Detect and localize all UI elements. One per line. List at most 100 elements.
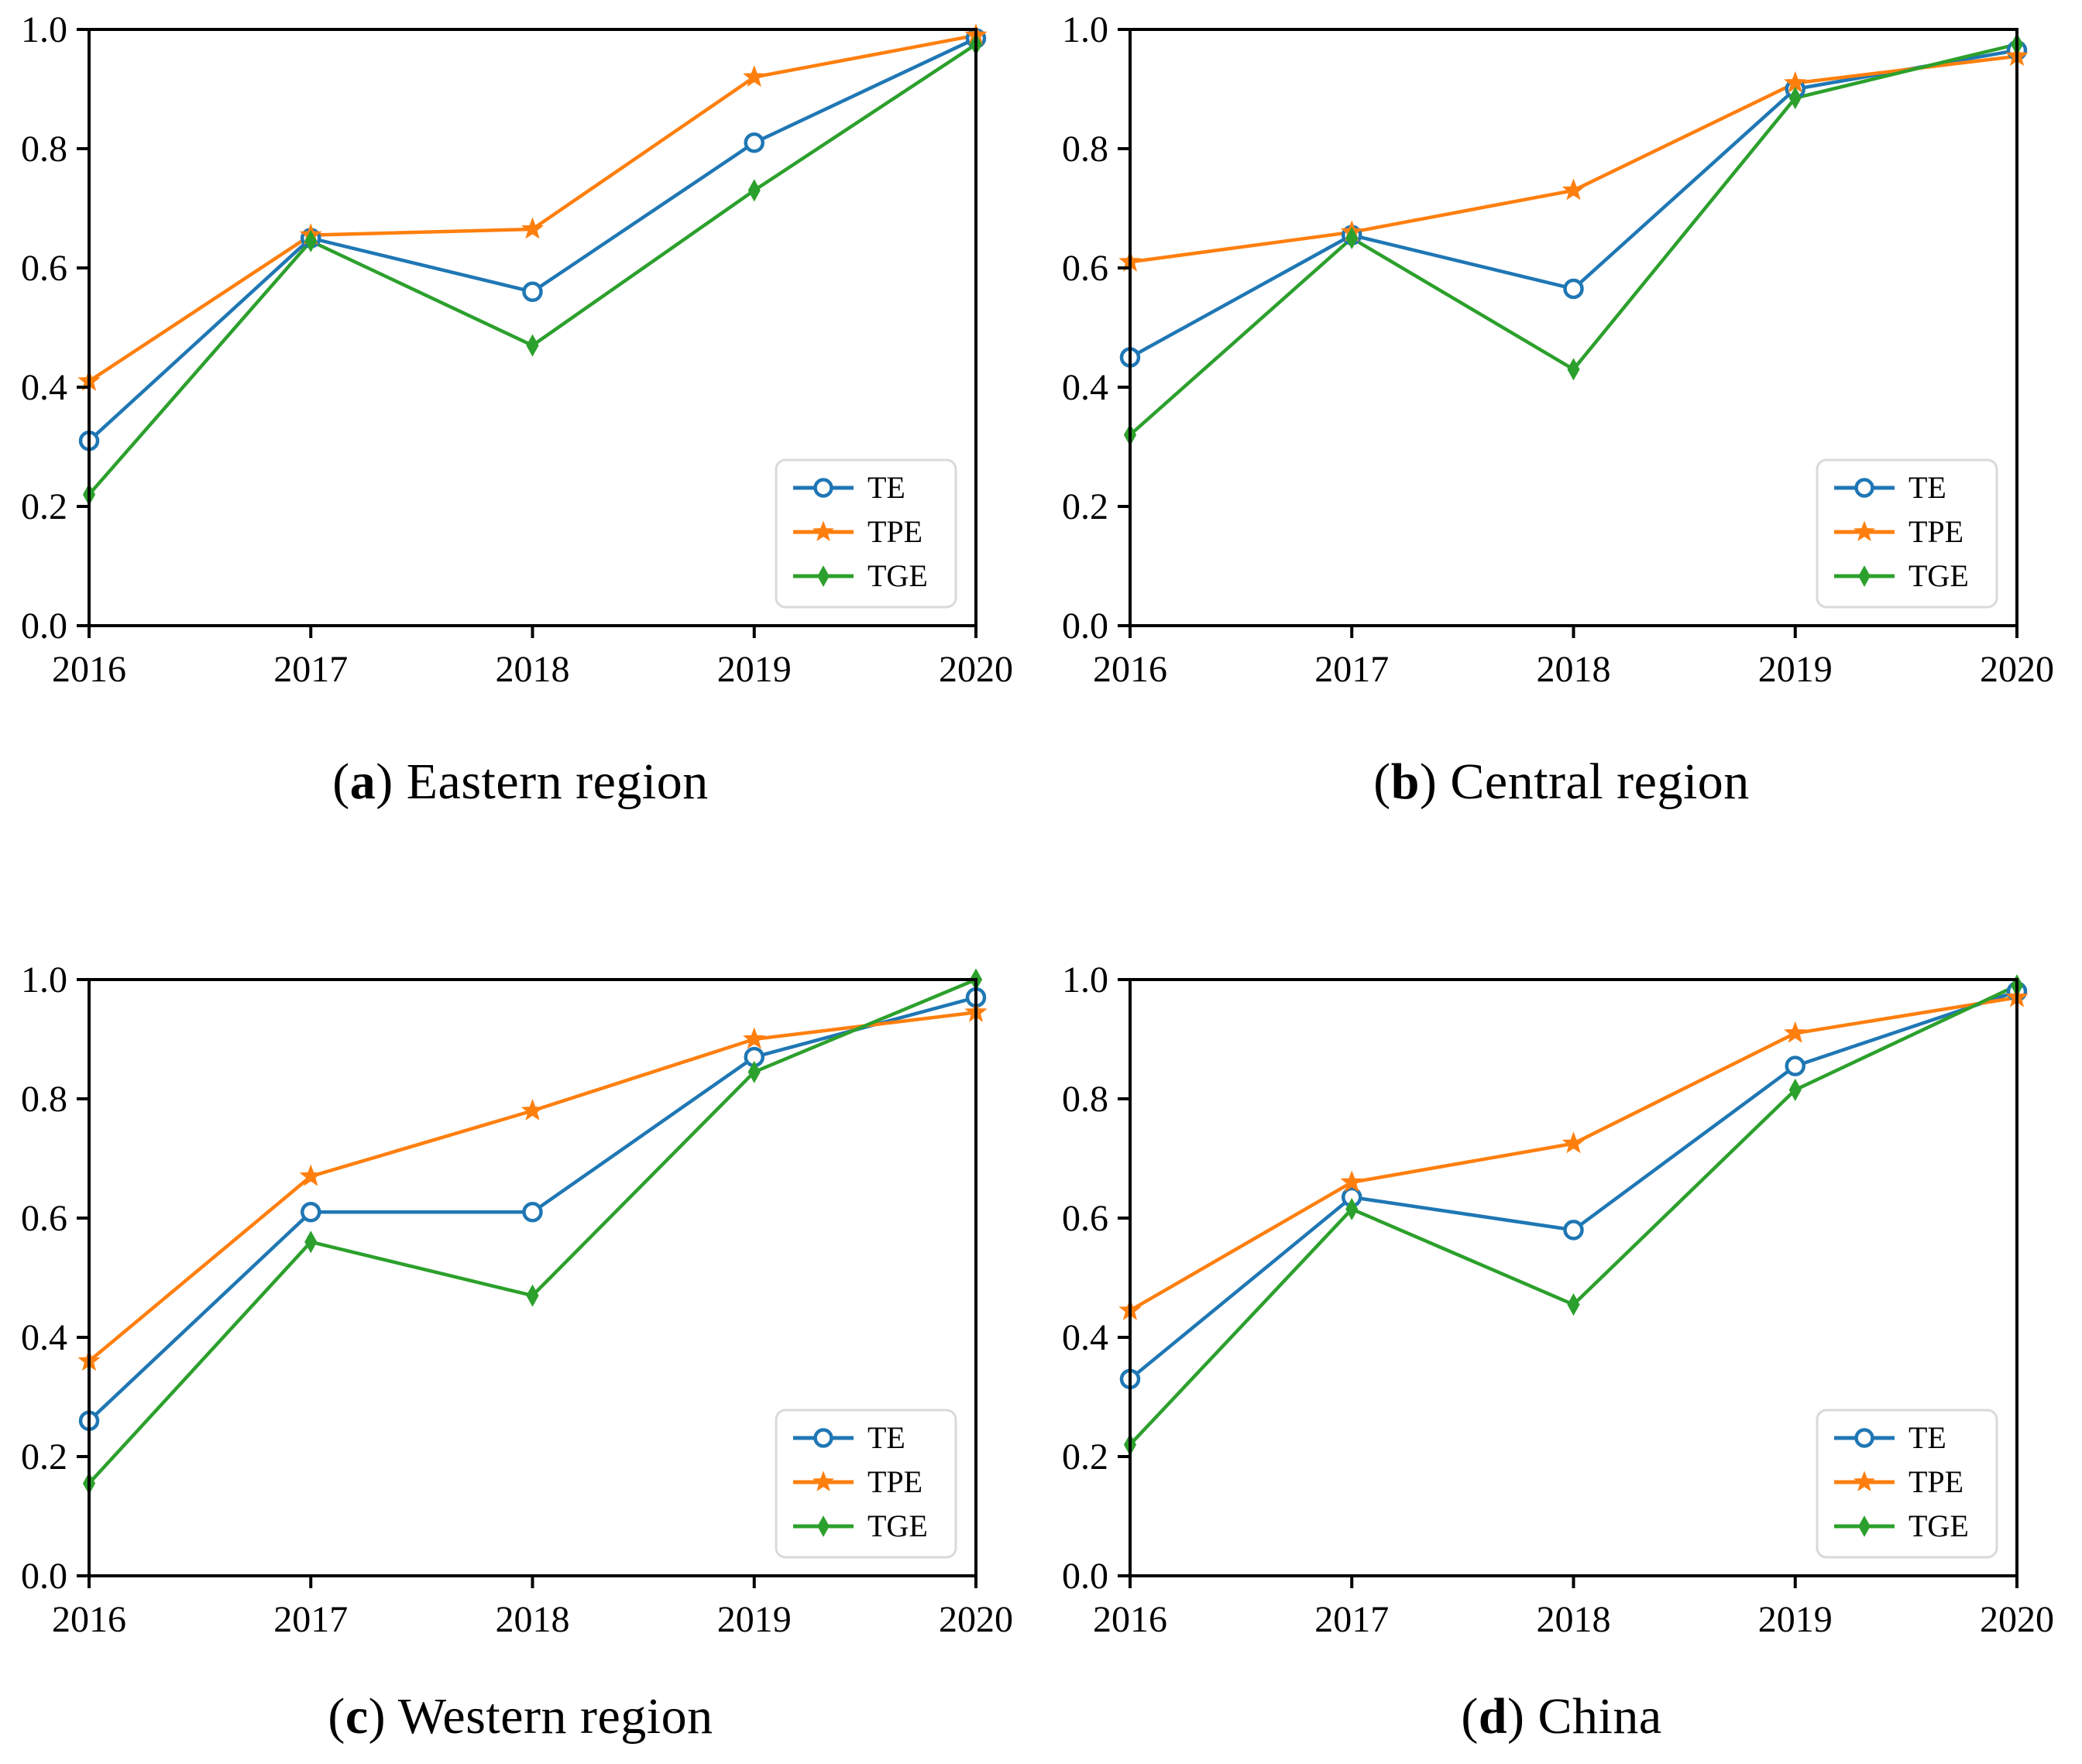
marker-star: [743, 1027, 766, 1049]
marker-star: [1853, 1471, 1876, 1491]
caption-letter: b: [1390, 753, 1420, 810]
marker-thin-diamond: [1858, 1515, 1871, 1537]
y-tick-label: 0.8: [1062, 129, 1108, 170]
marker-circle: [301, 1202, 321, 1223]
marker-thin-diamond: [526, 334, 539, 357]
marker-thin-diamond: [1567, 358, 1580, 381]
marker-star: [1340, 1170, 1363, 1193]
x-tick-label: 2018: [496, 1599, 570, 1640]
y-tick-label: 0.6: [1062, 248, 1108, 289]
x-tick-label: 2018: [1537, 1599, 1611, 1640]
marker-circle: [813, 478, 833, 498]
marker-circle: [1854, 1428, 1874, 1448]
marker-thin-diamond: [1788, 87, 1802, 110]
marker-thin-diamond: [1788, 1078, 1802, 1101]
marker-star: [520, 1098, 545, 1121]
caption-paren-close: ): [376, 753, 393, 810]
chart-caption-c: (c) Western region: [328, 1687, 713, 1746]
line-chart-eastern-region: 0.0 0.2 0.4 0.6 0.8 1.0 2016 2017 2018 2019 2020 TE…: [21, 9, 1013, 690]
caption-letter: c: [345, 1688, 369, 1745]
marker-circle: [1785, 1055, 1805, 1076]
x-tick-label: 2017: [273, 649, 348, 690]
x-tick-label: 2017: [1314, 649, 1389, 690]
x-tick-label: 2017: [1314, 1599, 1389, 1640]
caption-paren-open: (: [328, 1688, 345, 1745]
y-tick-label: 0.4: [1062, 367, 1108, 408]
y-tick-label: 0.2: [1062, 486, 1108, 527]
legend-label-TE: TE: [1908, 1420, 1946, 1455]
marker-circle: [1563, 1220, 1584, 1241]
marker-circle: [1854, 478, 1874, 498]
y-tick-label: 1.0: [1062, 959, 1108, 1000]
x-tick-label: 2018: [1537, 649, 1611, 690]
y-tick-label: 0.0: [21, 1556, 67, 1597]
y-tick-label: 0.8: [21, 1079, 67, 1120]
caption-text: China: [1537, 1688, 1662, 1745]
marker-star: [1784, 1021, 1807, 1043]
x-tick-label: 2020: [939, 649, 1013, 690]
x-tick-label: 2019: [1758, 649, 1833, 690]
marker-star: [743, 65, 766, 88]
caption-text: Eastern region: [406, 753, 709, 810]
series-line-TPE: [1129, 54, 2018, 264]
x-tick-label: 2016: [1093, 1599, 1167, 1640]
marker-star: [812, 520, 835, 541]
series-line-TGE: [1129, 983, 2018, 1447]
marker-thin-diamond: [747, 1060, 761, 1083]
legend-label-TGE: TGE: [868, 1508, 928, 1543]
series-line-TPE: [88, 1011, 977, 1363]
legend-label-TE: TE: [868, 1420, 905, 1455]
marker-star: [1562, 178, 1586, 201]
marker-star: [299, 1164, 322, 1186]
y-tick-label: 0.4: [1062, 1317, 1108, 1358]
y-tick-label: 0.6: [1062, 1198, 1108, 1239]
marker-thin-diamond: [1345, 226, 1359, 250]
caption-letter: d: [1478, 1688, 1508, 1745]
legend-label-TGE: TGE: [868, 558, 928, 593]
y-tick-label: 0.0: [1062, 1556, 1108, 1597]
marker-star: [1853, 520, 1876, 541]
caption-paren-open: (: [1461, 1688, 1479, 1745]
y-tick-label: 0.6: [21, 248, 67, 289]
marker-thin-diamond: [1345, 1197, 1359, 1220]
series-line-TGE: [88, 43, 977, 496]
marker-thin-diamond: [304, 1230, 318, 1254]
marker-circle: [1563, 278, 1584, 300]
x-tick-label: 2020: [1980, 1599, 2054, 1640]
y-tick-label: 1.0: [21, 959, 67, 1000]
y-tick-label: 1.0: [21, 9, 67, 50]
marker-circle: [522, 1202, 543, 1223]
caption-text: Central region: [1450, 753, 1750, 810]
series-line-TE: [88, 36, 977, 442]
caption-paren-open: (: [332, 753, 350, 810]
legend-label-TE: TE: [868, 470, 905, 505]
marker-thin-diamond: [304, 229, 318, 252]
y-tick-label: 0.0: [21, 606, 67, 647]
caption-paren-close: ): [1507, 1688, 1525, 1745]
legend-label-TGE: TGE: [1908, 558, 1969, 593]
chart-panel-c: 0.0 0.2 0.4 0.6 0.8 1.0 2016 2017 2018 2019 2020 TE…: [0, 882, 1041, 1764]
marker-thin-diamond: [1858, 565, 1871, 587]
y-tick-label: 0.0: [1062, 606, 1108, 647]
caption-paren-close: ): [368, 1688, 387, 1745]
y-tick-label: 0.4: [21, 1317, 67, 1358]
marker-thin-diamond: [817, 1515, 830, 1537]
marker-circle: [813, 1428, 833, 1448]
line-chart-central-region: 0.0 0.2 0.4 0.6 0.8 1.0 2016 2017 2018 2019 2020 TE…: [1062, 9, 2054, 690]
chart-panel-a: 0.0 0.2 0.4 0.6 0.8 1.0 2016 2017 2018 2019 2020 TE…: [0, 0, 1041, 882]
legend-label-TPE: TPE: [868, 1464, 922, 1499]
y-tick-label: 0.2: [1062, 1436, 1108, 1477]
chart-panel-d: 0.0 0.2 0.4 0.6 0.8 1.0 2016 2017 2018 2019 2020 TE…: [1041, 882, 2082, 1764]
x-tick-label: 2017: [273, 1599, 348, 1640]
chart-caption-b: (b) Central region: [1373, 753, 1750, 812]
marker-star: [1562, 1131, 1586, 1154]
y-tick-label: 0.8: [21, 129, 67, 170]
x-tick-label: 2018: [496, 649, 570, 690]
marker-thin-diamond: [817, 565, 830, 587]
legend-label-TGE: TGE: [1908, 1508, 1969, 1543]
y-tick-label: 0.4: [21, 367, 67, 408]
x-tick-label: 2016: [52, 649, 126, 690]
x-tick-label: 2019: [1758, 1599, 1833, 1640]
x-tick-label: 2016: [1093, 649, 1167, 690]
